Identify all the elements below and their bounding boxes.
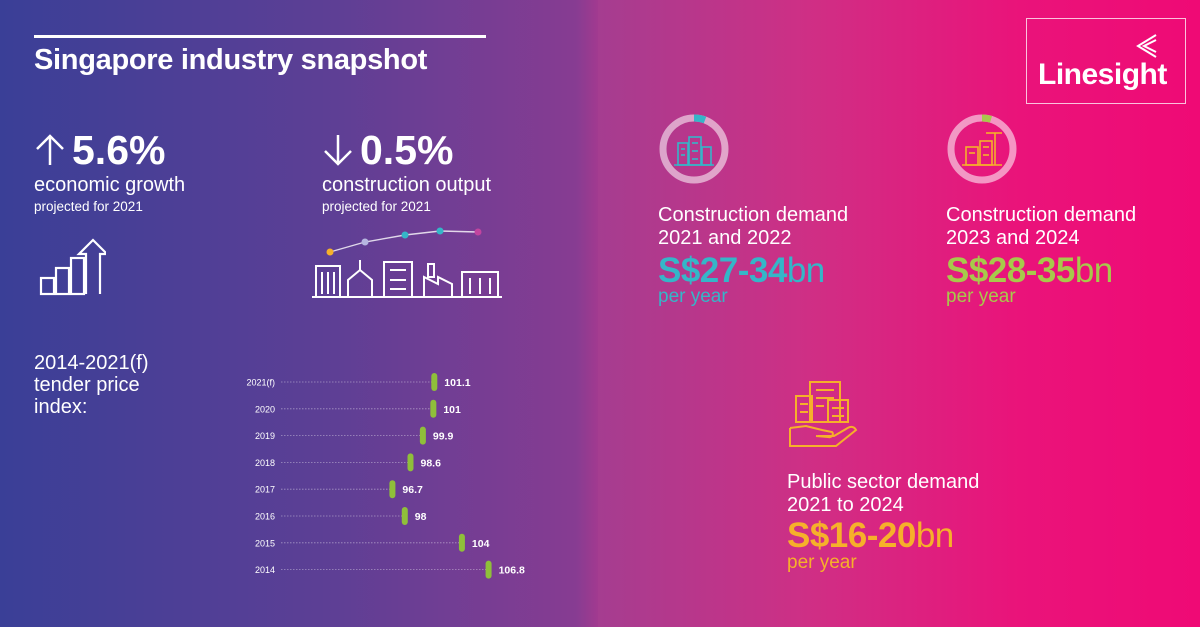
demand-2-per: per year <box>946 286 1016 307</box>
skyline-dot <box>401 231 409 239</box>
tpi-year-label: 2020 <box>255 404 275 414</box>
linesight-chevron-icon <box>1136 34 1157 58</box>
demand-3-title-line1: Public sector demand <box>787 471 980 493</box>
tpi-value-label: 98.6 <box>420 457 441 469</box>
skyline-dot <box>436 227 444 235</box>
tpi-marker <box>485 560 492 579</box>
demand-3-title-line2: 2021 to 2024 <box>787 494 904 516</box>
tpi-year-label: 2015 <box>255 538 275 548</box>
tpi-marker <box>407 453 414 472</box>
construction-crane-icon <box>962 132 1002 166</box>
demand-2-value: S$28-35bn <box>946 251 1113 290</box>
logo-frame <box>1026 18 1186 104</box>
tpi-value-label: 96.7 <box>402 484 423 496</box>
logo-text: Linesight <box>1038 58 1167 91</box>
arrow-down-icon <box>324 135 352 166</box>
tpi-value-label: 98 <box>415 511 427 523</box>
growth-bars-icon <box>39 238 106 296</box>
demand-ring-2 <box>947 114 1017 184</box>
tpi-year-label: 2018 <box>255 458 275 468</box>
demand-2-title-line2: 2023 and 2024 <box>946 227 1080 249</box>
tpi-marker <box>419 426 426 445</box>
tpi-value-label: 104 <box>472 538 490 550</box>
tpi-year-label: 2017 <box>255 485 275 495</box>
tpi-year-label: 2021(f) <box>246 378 275 388</box>
tpi-marker <box>430 399 437 418</box>
tpi-value-label: 101 <box>443 404 461 416</box>
tpi-year-label: 2016 <box>255 512 275 522</box>
hand-building-icon <box>789 381 858 447</box>
tpi-marker <box>458 533 465 552</box>
skyline-building-icon <box>674 136 714 166</box>
tpi-value-label: 99.9 <box>433 431 454 443</box>
demand-1-value: S$27-34bn <box>658 251 825 290</box>
demand-2-title-line1: Construction demand <box>946 204 1137 226</box>
demand-1-per: per year <box>658 286 728 307</box>
economic-growth-label: economic growth <box>34 174 186 196</box>
tpi-year-label: 2014 <box>255 565 275 575</box>
tpi-year-label: 2019 <box>255 431 275 441</box>
right-panel-background <box>598 0 1200 627</box>
tpi-value-label: 106.8 <box>499 565 525 577</box>
construction-output-sub: projected for 2021 <box>322 199 431 214</box>
skyline-dot <box>474 228 482 236</box>
title-rule <box>34 35 486 38</box>
economic-growth-sub: projected for 2021 <box>34 199 143 214</box>
demand-3-value: S$16-20bn <box>787 516 954 555</box>
construction-output-label: construction output <box>322 174 491 196</box>
tender-price-index-label: 2014-2021(f) tender price index: <box>34 352 149 418</box>
demand-1-title-line2: 2021 and 2022 <box>658 227 792 249</box>
skyline-dot <box>326 248 334 256</box>
tpi-marker <box>401 507 408 525</box>
city-skyline-icon <box>312 227 502 298</box>
skyline-dot <box>361 238 369 246</box>
economic-growth-value: 5.6% <box>72 127 166 173</box>
demand-3-per: per year <box>787 552 857 573</box>
page-title: Singapore industry snapshot <box>34 44 428 76</box>
tpi-marker <box>431 373 438 391</box>
tpi-marker <box>389 480 396 499</box>
demand-1-title-line1: Construction demand <box>658 204 849 226</box>
tender-price-index-chart: 2021(f) 101.1 2020 101 2019 99.9 2018 98.6 2017 9… <box>246 373 525 579</box>
tpi-value-label: 101.1 <box>444 377 470 389</box>
arrow-up-icon <box>36 134 64 165</box>
construction-output-value: 0.5% <box>360 127 454 173</box>
demand-ring-1 <box>659 114 729 184</box>
